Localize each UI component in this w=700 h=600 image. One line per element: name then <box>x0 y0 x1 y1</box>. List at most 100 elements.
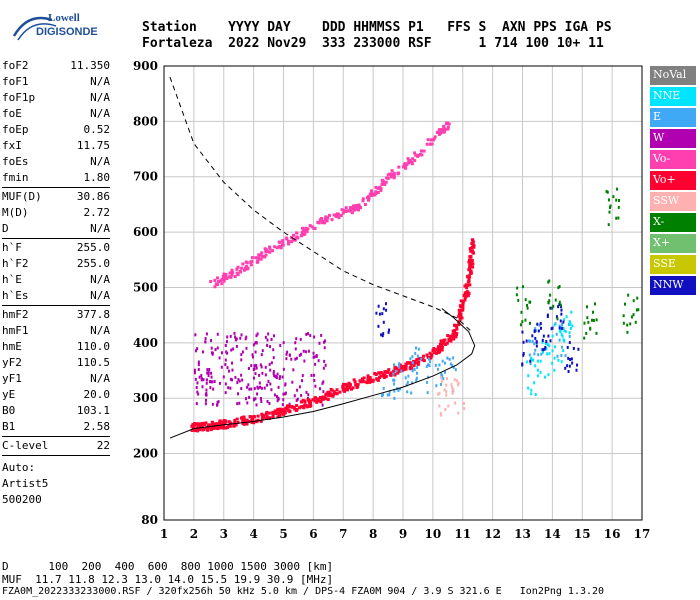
echo-point <box>551 361 554 365</box>
echo-point <box>258 381 261 385</box>
echo-point <box>302 232 306 236</box>
echo-point <box>306 227 310 231</box>
echo-point <box>526 360 529 364</box>
echo-point <box>457 381 460 385</box>
echo-point <box>202 421 206 425</box>
echo-point <box>575 368 578 372</box>
echo-point <box>255 341 258 345</box>
echo-point <box>205 332 208 336</box>
echo-point <box>366 198 370 202</box>
echo-point <box>558 302 561 306</box>
param-value: 2.58 <box>83 420 111 433</box>
legend-item-e: E <box>650 108 696 127</box>
echo-point <box>541 340 544 344</box>
echo-point <box>555 332 558 336</box>
echo-point <box>595 318 598 322</box>
echo-point <box>438 363 441 367</box>
echo-point <box>277 385 280 389</box>
echo-point <box>544 341 547 345</box>
echo-point <box>206 428 210 432</box>
echo-point <box>294 341 297 345</box>
echo-point <box>216 401 219 405</box>
echo-point <box>261 254 265 258</box>
echo-point <box>216 283 220 287</box>
echo-point <box>445 393 448 397</box>
echo-point <box>221 421 225 425</box>
echo-point <box>382 307 385 311</box>
echo-point <box>301 379 304 383</box>
echo-point <box>534 348 537 352</box>
echo-point <box>276 395 279 399</box>
echo-point <box>545 347 548 351</box>
echo-point <box>392 176 396 180</box>
echo-point <box>605 189 608 193</box>
echo-point <box>285 407 289 411</box>
echo-point <box>452 389 455 393</box>
echo-point <box>311 398 315 402</box>
echo-point <box>236 420 240 424</box>
echo-point <box>264 365 267 369</box>
echo-point <box>359 379 363 383</box>
echo-point <box>624 302 627 306</box>
echo-point <box>544 345 547 349</box>
echo-point <box>548 279 551 283</box>
echo-point <box>213 285 217 289</box>
echo-point <box>248 395 251 399</box>
echo-point <box>282 341 285 345</box>
echo-point <box>281 408 285 412</box>
echo-point <box>451 336 455 340</box>
echo-point <box>526 306 529 310</box>
echo-point <box>440 341 444 345</box>
echo-point <box>406 380 409 384</box>
echo-point <box>267 332 270 336</box>
echo-point <box>529 362 532 366</box>
echo-point <box>387 330 390 334</box>
echo-point <box>437 350 441 354</box>
echo-point <box>317 359 320 363</box>
echo-point <box>298 385 301 389</box>
echo-point <box>549 306 552 310</box>
echo-point <box>411 381 414 385</box>
echo-point <box>399 366 403 370</box>
echo-point <box>400 364 404 368</box>
echo-point <box>430 142 434 146</box>
echo-point <box>191 423 195 427</box>
echo-point <box>414 351 417 355</box>
echo-point <box>632 299 635 303</box>
param-value: N/A <box>90 107 110 120</box>
echo-point <box>382 386 385 390</box>
echo-point <box>381 334 384 338</box>
param-value: N/A <box>90 372 110 385</box>
param-value: 110.0 <box>76 340 110 353</box>
echo-point <box>288 353 291 357</box>
echo-point <box>298 353 301 357</box>
echo-point <box>284 236 288 240</box>
echo-point <box>282 367 285 371</box>
echo-point <box>531 339 534 343</box>
echo-point <box>290 405 294 409</box>
echo-point <box>375 311 378 315</box>
echo-point <box>368 380 372 384</box>
echo-point <box>370 193 374 197</box>
echo-point <box>558 300 561 304</box>
param-row: foF1p N/A <box>2 90 110 106</box>
echo-point <box>210 339 213 343</box>
echo-point <box>449 362 452 366</box>
echo-point <box>332 213 336 217</box>
echo-point <box>213 278 217 282</box>
echo-point <box>393 382 396 386</box>
echo-point <box>537 353 540 357</box>
echo-point <box>380 178 384 182</box>
echo-point <box>538 323 541 327</box>
echo-point <box>230 273 234 277</box>
echo-point <box>244 260 248 264</box>
echo-point <box>326 393 330 397</box>
echo-point <box>232 424 236 428</box>
param-name: fmin <box>2 171 29 184</box>
echo-point <box>228 275 232 279</box>
echo-point <box>521 320 524 324</box>
echo-point <box>451 386 454 390</box>
echo-point <box>418 152 422 156</box>
echo-point <box>350 211 354 215</box>
echo-point <box>227 386 230 390</box>
